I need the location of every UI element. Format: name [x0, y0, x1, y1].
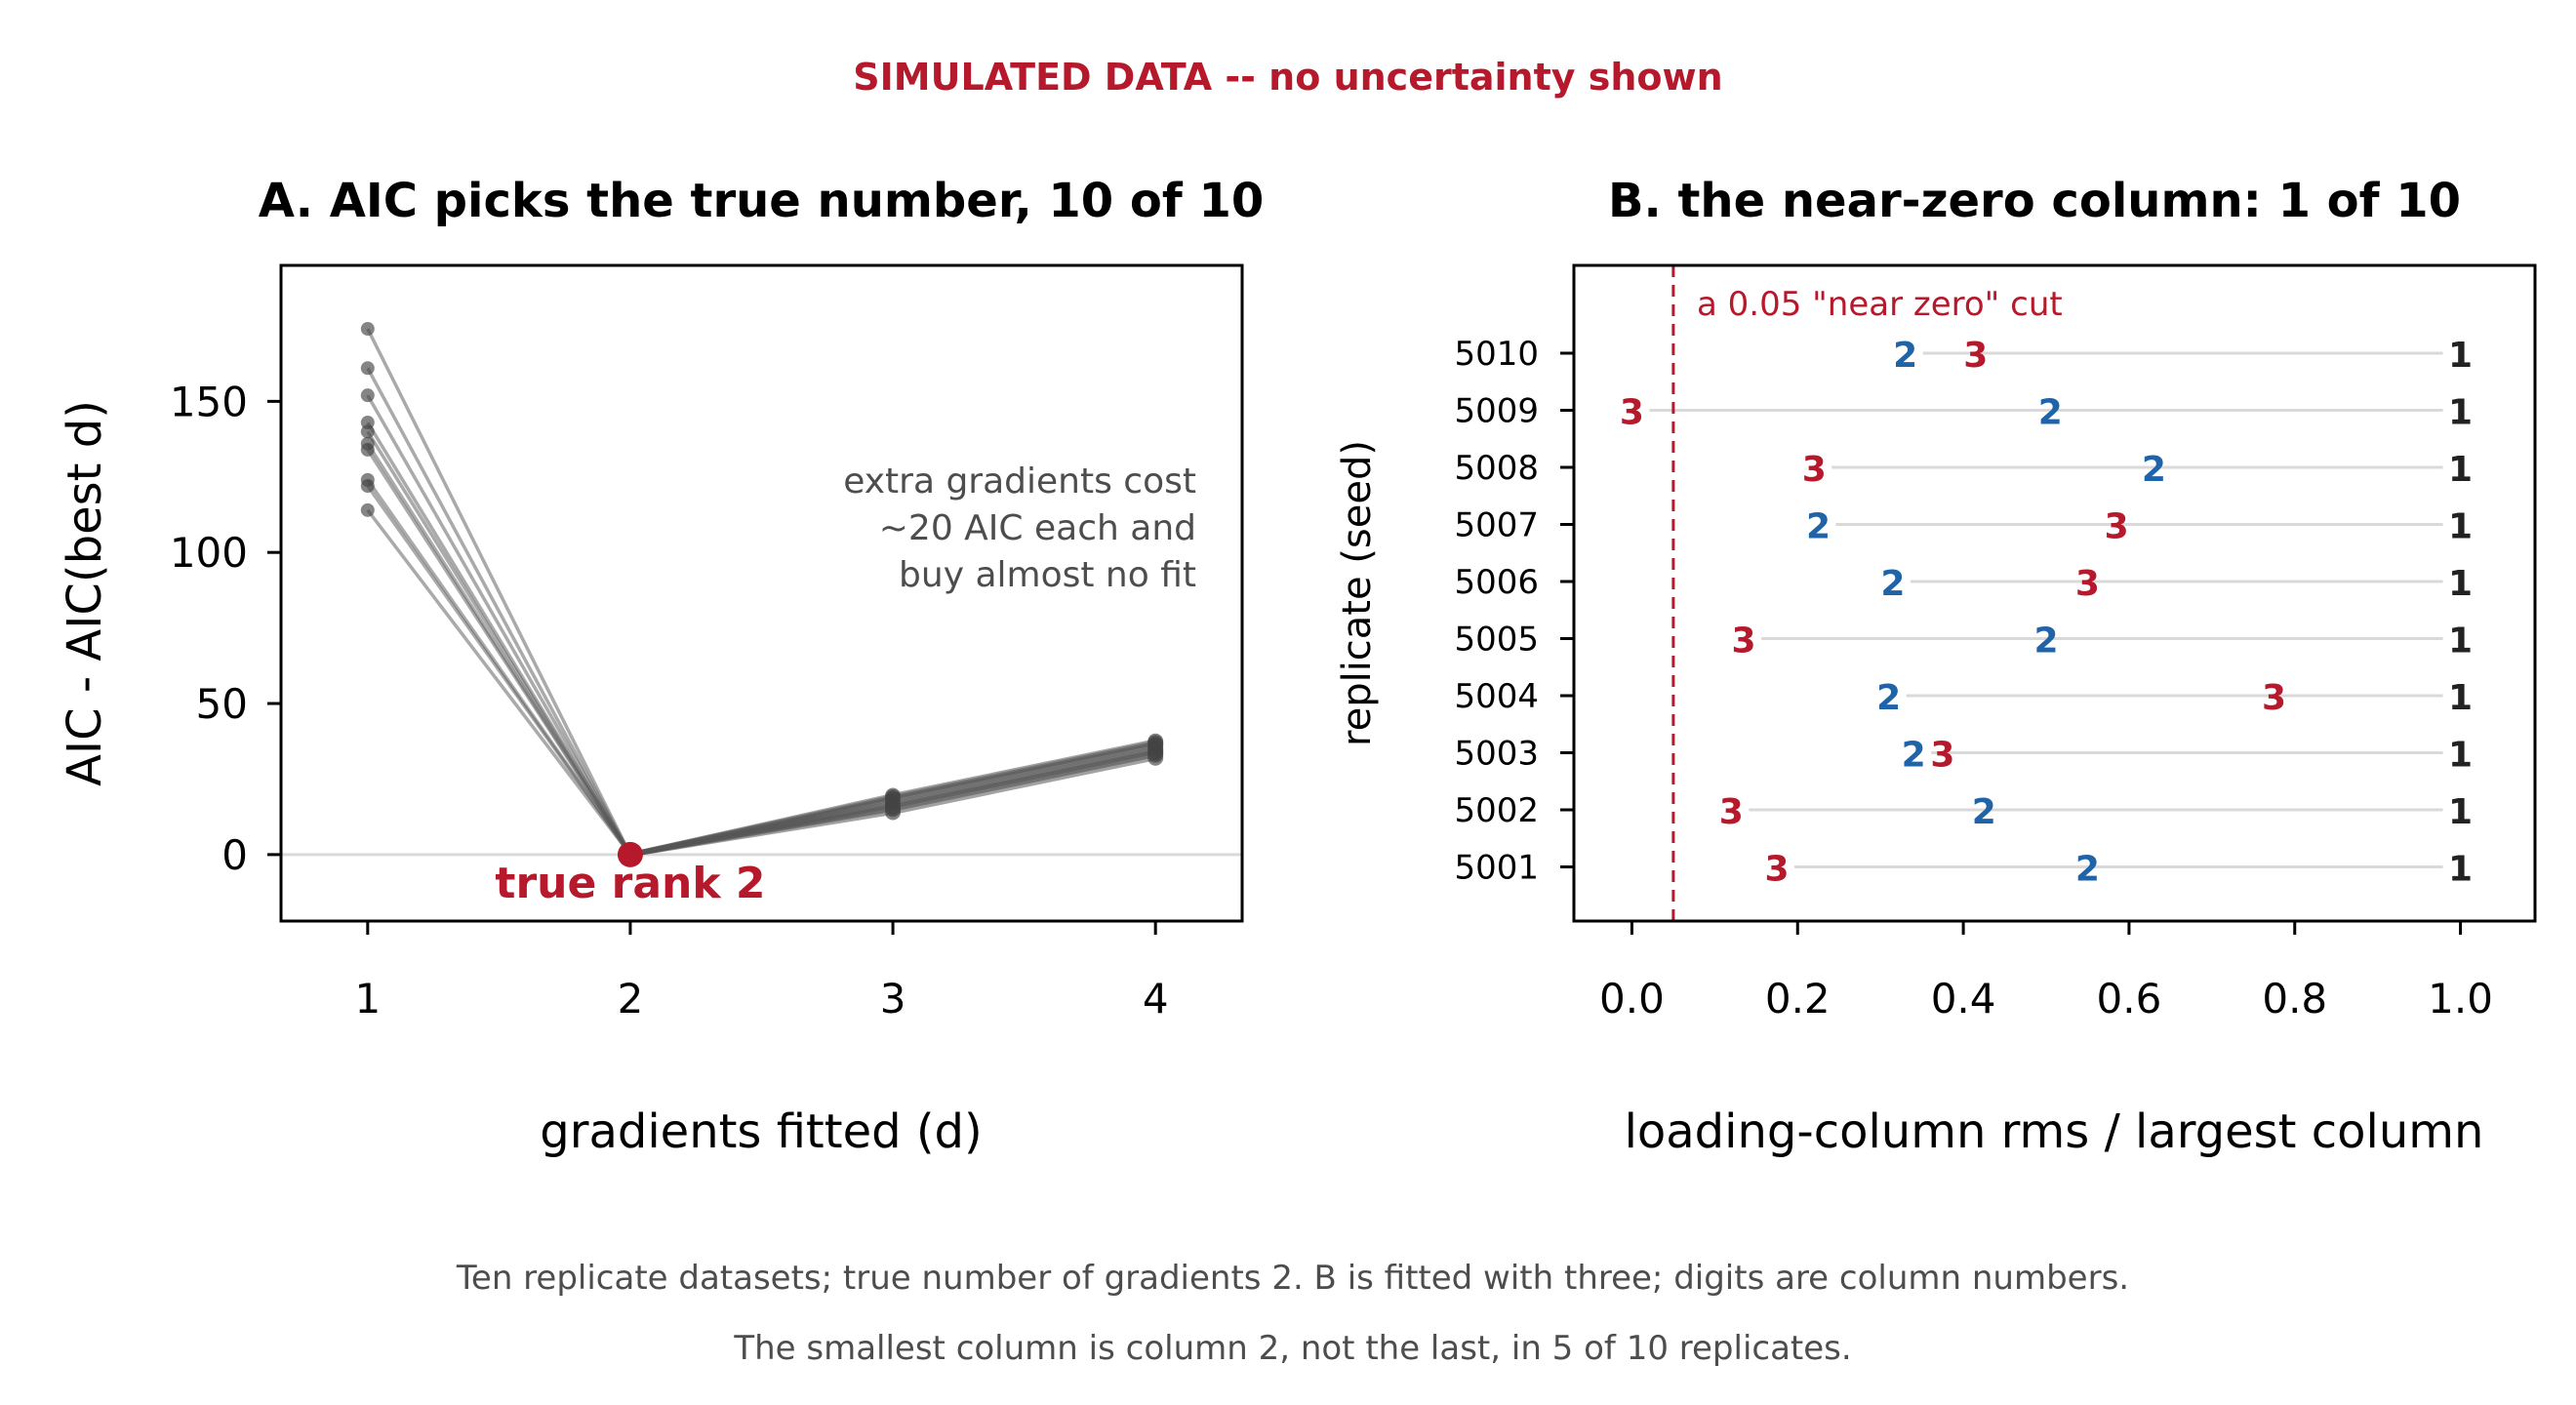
seed-tick-label: 5010 — [1454, 335, 1539, 374]
column-3-marker: 3 — [2262, 678, 2286, 718]
annotation-line: extra gradients cost — [843, 462, 1196, 502]
panel-a-x-label: gradients fitted (d) — [540, 1104, 983, 1159]
x-tick-label: 3 — [880, 975, 906, 1023]
replicate-line-descent — [366, 485, 632, 856]
simulated-data-header: SIMULATED DATA -- no uncertainty shown — [853, 56, 1722, 99]
replicate-line-descent — [366, 508, 632, 856]
column-3-marker: 3 — [1719, 792, 1744, 832]
replicate-point — [360, 322, 375, 337]
column-1-marker: 1 — [2448, 393, 2473, 433]
column-2-marker: 2 — [1972, 792, 1996, 832]
x-tick-label: 0.6 — [2097, 975, 2162, 1023]
panel-b: B. the near-zero column: 1 of 10 2 3 123 12… — [1335, 174, 2537, 1159]
panel-a-plot-area — [281, 322, 1242, 867]
seed-tick-label: 5003 — [1454, 735, 1539, 774]
column-3-marker: 3 — [1802, 450, 1827, 490]
column-1-marker: 1 — [2448, 564, 2473, 604]
replicate-point — [885, 804, 902, 821]
annotation-line: buy almost no fit — [899, 555, 1196, 595]
column-1-marker: 1 — [2448, 850, 2473, 890]
replicate-point — [1147, 749, 1164, 766]
column-2-marker: 2 — [1806, 507, 1831, 547]
x-tick-label: 1 — [354, 975, 381, 1023]
seed-tick-label: 5004 — [1454, 677, 1539, 716]
x-tick-label: 4 — [1143, 975, 1169, 1023]
annotation-line: ~20 AIC each and — [879, 508, 1196, 548]
column-1-marker: 1 — [2448, 336, 2473, 376]
y-tick-label: 100 — [170, 529, 248, 577]
seed-tick-label: 5008 — [1454, 449, 1539, 488]
panel-b-frame — [1572, 263, 2537, 923]
column-2-marker: 2 — [2075, 850, 2100, 890]
x-tick-label: 0.8 — [2262, 975, 2327, 1023]
seed-tick-label: 5002 — [1454, 791, 1539, 830]
column-3-marker: 3 — [1765, 850, 1790, 890]
x-tick-label: 0.0 — [1599, 975, 1665, 1023]
seed-tick-label: 5007 — [1454, 506, 1539, 545]
panel-a-y-label: AIC - AIC(best d) — [58, 400, 112, 786]
column-1-marker: 1 — [2448, 507, 2473, 547]
column-3-marker: 3 — [1732, 622, 1756, 662]
panel-b-y-label: replicate (seed) — [1335, 440, 1380, 746]
column-1-marker: 1 — [2448, 736, 2473, 776]
x-tick-label: 0.4 — [1931, 975, 1996, 1023]
panel-b-title: B. the near-zero column: 1 of 10 — [1608, 174, 2461, 228]
panel-a-x-axis: 1 2 3 4 — [354, 921, 1169, 1023]
x-tick-label: 0.2 — [1765, 975, 1831, 1023]
cutoff-label: a 0.05 "near zero" cut — [1697, 285, 2063, 324]
column-2-marker: 2 — [1876, 678, 1901, 718]
true-rank-label: true rank 2 — [495, 859, 765, 908]
column-2-marker: 2 — [2033, 622, 2058, 662]
replicate-line-descent — [366, 367, 632, 856]
column-2-marker: 2 — [1880, 564, 1905, 604]
column-2-marker: 2 — [1893, 336, 1917, 376]
replicate-point — [360, 388, 375, 403]
true-rank-point — [617, 841, 643, 867]
y-tick-label: 0 — [221, 831, 248, 879]
column-3-marker: 3 — [1963, 336, 1988, 376]
panel-b-plot-area: 2 3 123 123 12 3 12 3 123 12 3 12 3 123 123 1 — [1620, 265, 2473, 921]
caption-line-1: Ten replicate datasets; true number of g… — [456, 1259, 2129, 1298]
column-1-marker: 1 — [2448, 678, 2473, 718]
column-1-marker: 1 — [2448, 792, 2473, 832]
column-3-marker: 3 — [1930, 736, 1954, 776]
replicate-point — [360, 442, 375, 457]
panel-b-x-axis: 0.0 0.2 0.4 0.6 0.8 1.0 — [1599, 921, 2493, 1023]
seed-tick-label: 5009 — [1454, 392, 1539, 431]
column-2-marker: 2 — [2142, 450, 2166, 490]
column-2-marker: 2 — [1902, 736, 1926, 776]
column-3-marker: 3 — [2105, 507, 2129, 547]
caption-line-2: The smallest column is column 2, not the… — [733, 1329, 1851, 1368]
panel-b-y-axis: 5010 5009 5008 5007 5006 5005 5004 5003 5002 5001 — [1454, 335, 1574, 888]
replicate-line-descent — [366, 328, 632, 856]
column-1-marker: 1 — [2448, 450, 2473, 490]
column-3-marker: 3 — [2075, 564, 2100, 604]
panel-a-frame — [279, 263, 1244, 923]
panel-b-x-label: loading-column rms / largest column — [1625, 1104, 2484, 1159]
replicate-point — [360, 502, 375, 517]
replicate-line-descent — [366, 394, 632, 856]
column-3-marker: 3 — [1620, 393, 1644, 433]
x-tick-label: 2 — [618, 975, 644, 1023]
y-tick-label: 50 — [196, 680, 248, 728]
x-tick-label: 1.0 — [2428, 975, 2493, 1023]
panel-a-y-axis: 0 50 100 150 — [170, 378, 281, 879]
seed-tick-label: 5006 — [1454, 563, 1539, 602]
y-tick-label: 150 — [170, 378, 248, 425]
column-1-marker: 1 — [2448, 622, 2473, 662]
replicate-point — [360, 424, 375, 439]
column-2-marker: 2 — [2038, 393, 2063, 433]
panel-a-annotation: extra gradients cost ~20 AIC each and buy … — [843, 462, 1196, 595]
replicate-line-descent — [366, 448, 632, 856]
seed-tick-label: 5005 — [1454, 621, 1539, 660]
replicate-point — [360, 479, 375, 494]
panel-a: A. AIC picks the true number, 10 of 10 1… — [58, 174, 1264, 1159]
panel-a-title: A. AIC picks the true number, 10 of 10 — [259, 174, 1265, 228]
replicate-point — [360, 361, 375, 376]
seed-tick-label: 5001 — [1454, 849, 1539, 888]
